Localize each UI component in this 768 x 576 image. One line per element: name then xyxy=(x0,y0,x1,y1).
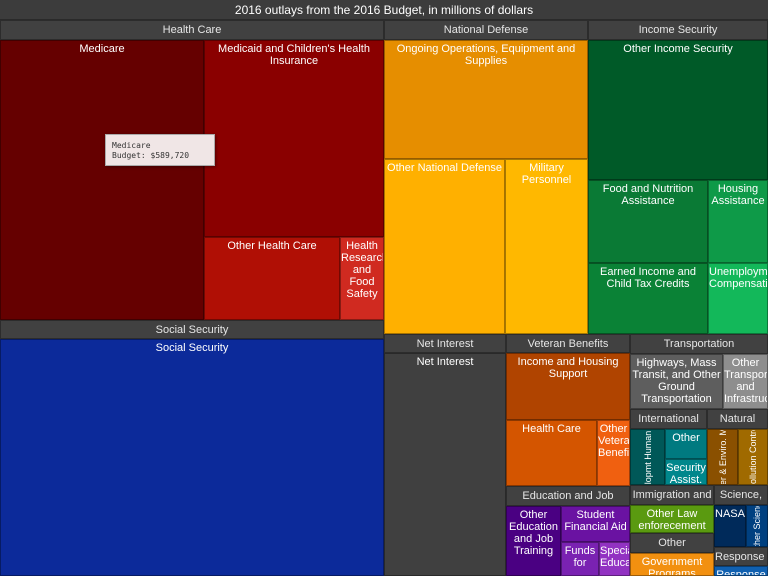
group-header[interactable]: Social Security xyxy=(0,320,384,339)
cell-label: Response xyxy=(716,569,766,576)
cell-label: Income and Housing Support xyxy=(517,356,619,380)
tooltip-budget: Budget: $589,720 xyxy=(112,151,190,160)
cell-label: Developmt Human. Asst xyxy=(642,429,653,485)
cell-label: Net Interest xyxy=(416,356,474,368)
treemap-cell[interactable]: Health Research and Food Safety xyxy=(340,237,384,320)
cell-label: Unemployment Compensation xyxy=(709,266,768,290)
group-header[interactable]: Response to Natural xyxy=(714,547,768,566)
cell-label: Funds for xyxy=(564,545,596,569)
group-header[interactable]: Other xyxy=(630,533,714,553)
cell-label: Other Transport and Infrastruc xyxy=(724,357,768,405)
cell-label: Other National Defense xyxy=(387,162,502,174)
treemap-cell[interactable]: Other Income Security xyxy=(588,40,768,180)
treemap-cell[interactable]: Response xyxy=(714,566,768,576)
cell-label: Medicaid and Children's Health Insurance xyxy=(218,43,370,67)
group-header[interactable]: International xyxy=(630,409,707,429)
cell-label: Special Education xyxy=(600,545,629,569)
cell-label: Medicare xyxy=(79,43,125,55)
group-header[interactable]: Science, xyxy=(714,485,768,505)
treemap-cell[interactable]: Food and Nutrition Assistance xyxy=(588,180,708,263)
cell-label: Earned Income and Child Tax Credits xyxy=(599,266,696,290)
treemap-cell[interactable]: Developmt Human. Asst xyxy=(630,429,665,485)
tooltip: Medicare Budget: $589,720 xyxy=(105,134,215,166)
group-header[interactable]: Net Interest xyxy=(384,334,506,353)
cell-label: Other xyxy=(672,432,700,444)
cell-label: Social Security xyxy=(155,342,229,354)
cell-label: Ongoing Operations, Equipment and Suppli… xyxy=(396,43,576,67)
cell-label: Other Education and Job Training xyxy=(509,509,558,557)
treemap-cell[interactable]: Other Transport and Infrastruc xyxy=(723,354,768,409)
group-header[interactable]: Natural xyxy=(707,409,768,429)
group-header[interactable]: Health Care xyxy=(0,20,384,40)
cell-label: Military Personnel xyxy=(521,162,572,186)
cell-label: Student Financial Aid xyxy=(564,509,627,533)
treemap-cell[interactable]: Pollution Control xyxy=(738,429,768,485)
treemap-cell[interactable]: Social Security xyxy=(0,339,384,576)
treemap-cell[interactable]: Medicaid and Children's Health Insurance xyxy=(204,40,384,237)
cell-label: Pollution Control xyxy=(748,429,758,485)
cell-label: Security Assist. xyxy=(666,462,706,485)
treemap-cell[interactable]: Other Law enforecement xyxy=(630,505,714,533)
treemap-cell[interactable]: NASA xyxy=(714,505,746,547)
cell-label: Water & Enviro. Mgmt xyxy=(717,429,728,485)
treemap-cell[interactable]: Other xyxy=(665,429,707,459)
cell-label: Health Research and Food Safety xyxy=(341,240,384,300)
treemap-cell[interactable]: Military Personnel xyxy=(505,159,588,334)
treemap-cell[interactable]: Earned Income and Child Tax Credits xyxy=(588,263,708,334)
group-header[interactable]: Income Security xyxy=(588,20,768,40)
cell-label: Health Care xyxy=(522,423,581,435)
group-header[interactable]: Veteran Benefits xyxy=(506,334,630,353)
treemap-cell[interactable]: Water & Enviro. Mgmt xyxy=(707,429,738,485)
treemap-cell[interactable]: Highways, Mass Transit, and Other Ground… xyxy=(630,354,723,409)
group-header[interactable]: Immigration and xyxy=(630,485,714,505)
chart-title: 2016 outlays from the 2016 Budget, in mi… xyxy=(0,0,768,20)
treemap-cell[interactable]: Medicare xyxy=(0,40,204,320)
group-header[interactable]: Transportation xyxy=(630,334,768,354)
cell-label: Housing Assistance xyxy=(711,183,765,207)
cell-label: Other Law enforecement xyxy=(638,508,706,532)
cell-label: NASA xyxy=(715,508,745,520)
cell-label: Other Income Security xyxy=(623,43,733,55)
cell-label: Food and Nutrition Assistance xyxy=(602,183,694,207)
treemap-cell[interactable]: Student Financial Aid xyxy=(561,506,630,542)
treemap-cell[interactable]: Other Science xyxy=(746,505,768,547)
treemap-cell[interactable]: Special Education xyxy=(599,542,630,576)
treemap-cell[interactable]: Net Interest xyxy=(384,353,506,576)
treemap-cell[interactable]: Other Health Care xyxy=(204,237,340,320)
group-header[interactable]: Education and Job xyxy=(506,486,630,506)
cell-label: Government Programs xyxy=(641,556,703,576)
treemap-cell[interactable]: Other Veteran Benefits xyxy=(597,420,630,486)
treemap-cell[interactable]: Funds for xyxy=(561,542,599,576)
group-header[interactable]: National Defense xyxy=(384,20,588,40)
treemap-cell[interactable]: Ongoing Operations, Equipment and Suppli… xyxy=(384,40,588,159)
treemap-cell[interactable]: Other Education and Job Training xyxy=(506,506,561,576)
treemap-cell[interactable]: Other National Defense xyxy=(384,159,505,334)
treemap-cell[interactable]: Security Assist. xyxy=(665,459,707,485)
tooltip-name: Medicare xyxy=(112,141,151,150)
cell-label: Other Health Care xyxy=(227,240,317,252)
cell-label: Other Science xyxy=(752,505,762,547)
treemap-cell[interactable]: Health Care xyxy=(506,420,597,486)
treemap-cell[interactable]: Unemployment Compensation xyxy=(708,263,768,334)
treemap-cell[interactable]: Income and Housing Support xyxy=(506,353,630,420)
cell-label: Other Veteran Benefits xyxy=(598,423,630,459)
treemap-cell[interactable]: Government Programs xyxy=(630,553,714,576)
cell-label: Highways, Mass Transit, and Other Ground… xyxy=(632,357,721,405)
treemap-cell[interactable]: Housing Assistance xyxy=(708,180,768,263)
